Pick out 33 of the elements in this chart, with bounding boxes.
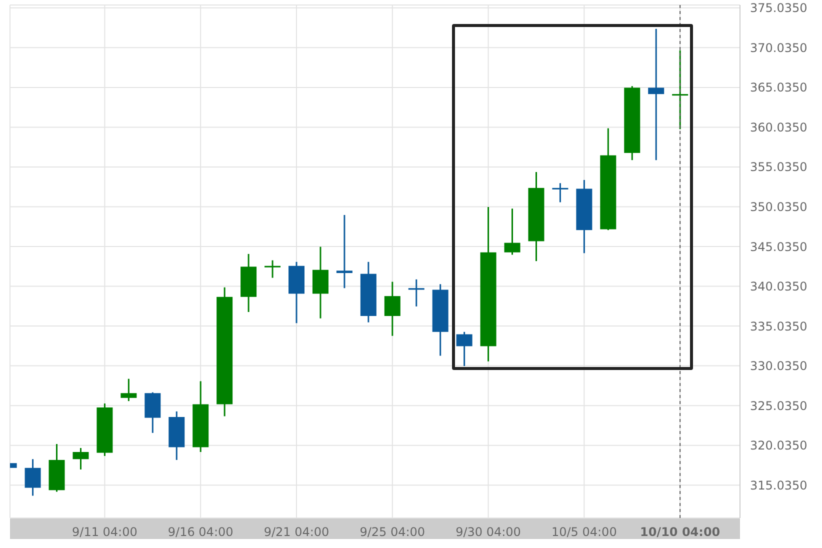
y-tick-label: 355.0350: [750, 160, 808, 174]
y-tick-label: 340.0350: [750, 280, 808, 294]
y-tick-label: 345.0350: [750, 240, 808, 254]
candlestick: [648, 28, 664, 161]
x-tick-label: 10/5 04:00: [552, 525, 617, 539]
candlestick: [120, 378, 137, 402]
candlestick: [672, 50, 688, 130]
candlestick: [504, 208, 520, 256]
candlestick: [552, 182, 568, 203]
y-tick-label: 375.0350: [750, 1, 808, 16]
y-tick-label: 370.0350: [750, 40, 808, 55]
candlestick: [336, 214, 352, 289]
candlestick: [408, 278, 424, 308]
candlestick: [312, 246, 328, 320]
candlestick: [72, 447, 89, 470]
x-tick-label: 9/16 04:00: [168, 525, 234, 539]
y-tick-label: 350.0350: [750, 200, 808, 214]
candlestick: [456, 331, 472, 367]
candlestick: [384, 281, 400, 337]
candlestick: [24, 458, 41, 496]
x-tick-label: 10/10 04:00: [640, 525, 720, 539]
y-tick-label: 325.0350: [750, 398, 808, 413]
y-tick-label: 330.0350: [750, 359, 808, 374]
y-tick-label: 320.0350: [750, 438, 808, 453]
x-tick-label: 9/21 04:00: [264, 525, 330, 539]
y-tick-label: 360.0350: [750, 120, 808, 134]
x-tick-label: 9/25 04:00: [360, 525, 426, 539]
candlestick: [264, 260, 281, 279]
y-tick-label: 315.0350: [750, 478, 808, 492]
x-tick-label: 9/30 04:00: [456, 525, 521, 539]
x-tick-label: 9/11 04:00: [72, 525, 138, 539]
y-tick-label: 365.0350: [750, 80, 808, 95]
y-tick-label: 335.0350: [750, 319, 808, 334]
